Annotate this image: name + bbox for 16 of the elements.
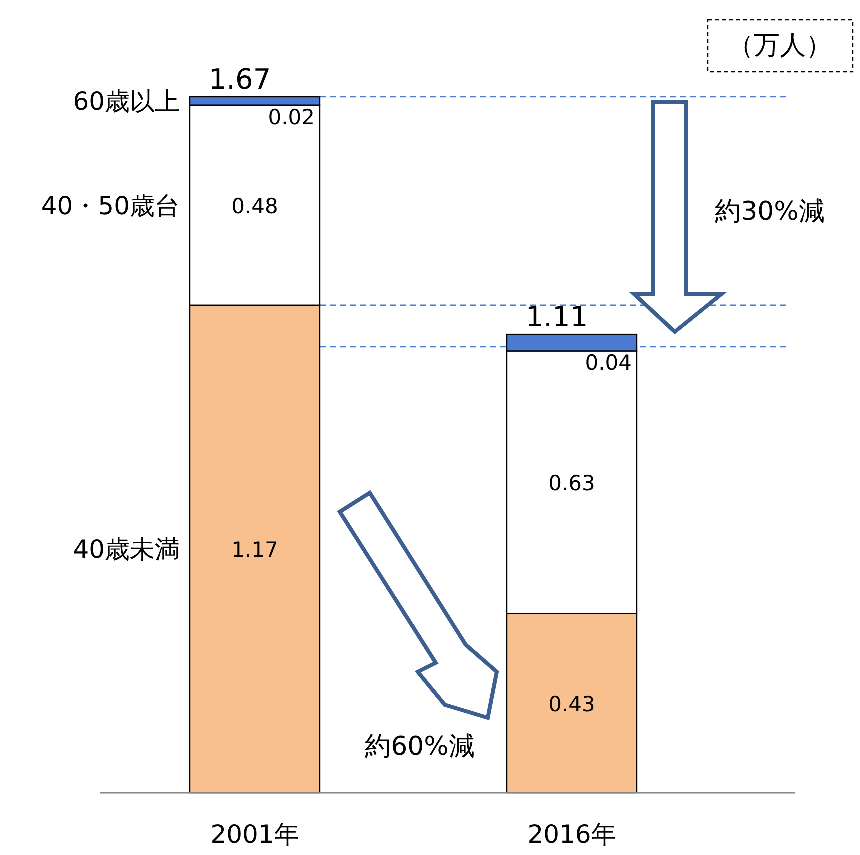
series-label: 40・50歳台: [41, 191, 180, 220]
total-label: 1.11: [526, 300, 588, 334]
data-label: 0.02: [268, 105, 315, 130]
series-label: 40歳未満: [73, 535, 180, 564]
annotation: 約30%減: [715, 197, 825, 227]
text: （万人）: [728, 31, 832, 61]
data-label: 0.63: [548, 472, 596, 496]
total-label: 1.67: [208, 63, 272, 96]
x-tick-label: 2001年: [210, 820, 300, 849]
data-label: 0.48: [232, 194, 278, 218]
x-tick-label: 2016年: [528, 820, 616, 849]
data-label: 0.04: [585, 351, 632, 376]
annotation: 約60%減: [365, 732, 475, 762]
data-label: 1.17: [232, 538, 278, 562]
data-label: 0.43: [548, 692, 596, 716]
series-label: 60歳以上: [73, 87, 180, 116]
